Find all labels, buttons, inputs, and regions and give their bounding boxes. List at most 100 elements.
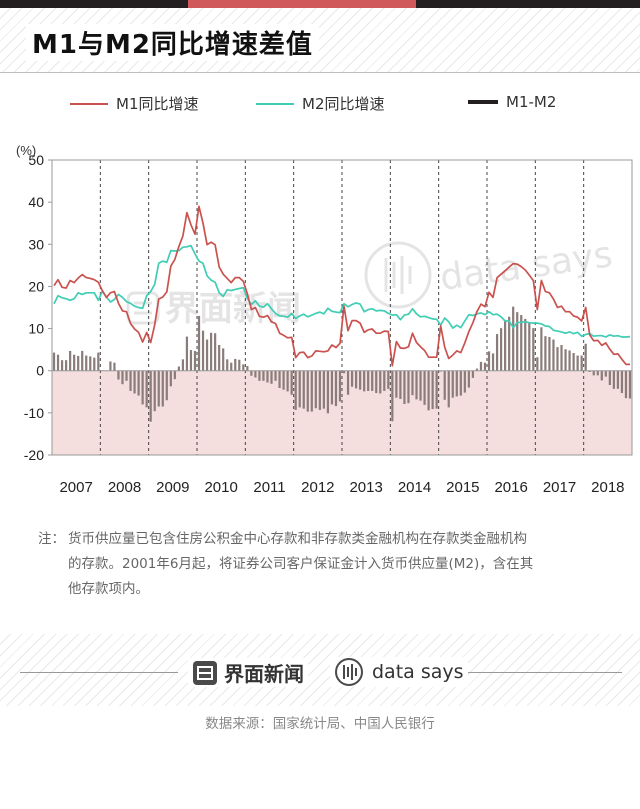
diff-bar <box>451 370 454 398</box>
y-tick-labels: 50 40 30 20 10 0 -10 -20 <box>24 152 52 463</box>
diff-bar <box>338 370 342 402</box>
brand-band <box>0 634 640 706</box>
diff-bar <box>580 355 583 371</box>
y-tick-label: 50 <box>28 152 44 168</box>
diff-bar <box>592 370 595 376</box>
datasays-icon <box>335 658 363 686</box>
diff-bar <box>177 366 180 371</box>
diff-bar <box>201 330 205 371</box>
diff-bar <box>475 368 479 371</box>
diff-bar <box>471 370 475 378</box>
diff-bar <box>169 370 172 387</box>
diff-bar <box>334 370 338 407</box>
diff-bar <box>113 362 116 371</box>
footnote-line-3: 他存款项内。 <box>68 581 149 597</box>
series-lines <box>53 205 631 367</box>
diff-bar <box>330 370 334 405</box>
diff-bar <box>85 355 88 371</box>
diff-bar <box>367 370 370 391</box>
diff-bar <box>564 349 567 371</box>
diff-bar <box>499 328 503 371</box>
diff-bar <box>60 360 64 371</box>
y-tick-label: -10 <box>24 405 44 421</box>
diff-bar <box>620 370 624 394</box>
diff-bar <box>375 370 378 394</box>
axes <box>51 159 633 456</box>
diff-bar <box>290 370 293 395</box>
diff-bar <box>616 370 620 389</box>
diff-bar <box>431 370 434 410</box>
legend-label-m1: M1同比增速 <box>116 95 199 113</box>
diff-bar <box>137 370 140 396</box>
diff-bar <box>270 370 273 384</box>
y-tick-label: 20 <box>28 278 44 294</box>
legend-label-m2: M2同比增速 <box>302 95 385 113</box>
watermark-jiemian-text: 界面新闻 <box>165 289 301 329</box>
diff-bar <box>552 339 555 371</box>
diff-bar <box>556 347 559 371</box>
diff-bar <box>121 370 124 385</box>
diff-bar <box>596 370 599 376</box>
diff-bar <box>604 370 607 377</box>
legend-label-diff: M1-M2 <box>506 93 557 111</box>
diff-bar <box>230 362 233 371</box>
diff-bar <box>161 370 164 407</box>
x-year-label: 2017 <box>543 479 576 496</box>
watermark-datasays-icon <box>364 241 432 309</box>
diff-bar <box>214 333 217 371</box>
diff-bar <box>56 354 60 371</box>
diff-bar <box>600 370 603 381</box>
x-year-label: 2011 <box>253 479 285 496</box>
diff-bar <box>109 361 112 371</box>
legend-item-diff: M1-M2 <box>468 93 556 111</box>
diff-bar <box>294 370 297 410</box>
diff-bar <box>141 370 144 405</box>
diff-bar <box>97 352 100 371</box>
diff-bar <box>495 334 499 371</box>
diff-bar <box>310 370 313 412</box>
diff-bar <box>52 352 56 371</box>
m2-line <box>53 244 631 338</box>
diff-bar <box>399 370 402 399</box>
diff-bar <box>226 359 229 371</box>
diff-bar <box>125 370 128 381</box>
x-year-label: 2018 <box>591 479 624 496</box>
diff-bar <box>624 370 628 399</box>
diff-bar <box>298 370 301 408</box>
datasays-name: data says <box>372 661 464 683</box>
diff-bar <box>411 370 414 396</box>
diff-bar <box>157 370 160 407</box>
y-tick-label: 30 <box>28 236 44 252</box>
top-accent-bar <box>188 0 416 8</box>
diff-bar <box>64 360 68 371</box>
chart-title: M1与M2同比增速差值 <box>26 24 319 61</box>
diff-bar <box>407 370 410 404</box>
diff-bar <box>487 351 491 371</box>
diff-bar <box>81 350 84 371</box>
watermark-datasays-text: data says <box>438 234 615 299</box>
diff-bar <box>262 370 265 381</box>
footnote-line-2: 的存款。2001年6月起，将证券公司客户保证金计入货币供应量(M2)，含在其 <box>68 556 534 572</box>
diff-bar <box>181 359 185 371</box>
diff-bar <box>197 315 201 371</box>
diff-bar <box>383 370 386 391</box>
diff-bar <box>540 327 543 371</box>
y-axis-unit: (%) <box>16 143 36 158</box>
diff-bar <box>314 370 317 409</box>
diff-bar <box>548 337 551 371</box>
diff-bar <box>584 343 587 371</box>
datasays-logo: data says <box>330 657 468 687</box>
title-divider <box>0 72 640 73</box>
x-year-label: 2015 <box>446 479 479 496</box>
diff-bar <box>528 323 531 371</box>
diff-bar <box>153 370 156 412</box>
diff-bar <box>544 336 547 371</box>
legend-swatch-diff <box>468 100 498 104</box>
diff-bar <box>189 350 193 371</box>
diff-bar <box>250 370 253 376</box>
diff-bar <box>419 370 422 401</box>
diff-bar <box>423 370 426 405</box>
diff-bar <box>628 370 632 399</box>
brand-bar: 界面新闻 data says <box>0 645 640 701</box>
